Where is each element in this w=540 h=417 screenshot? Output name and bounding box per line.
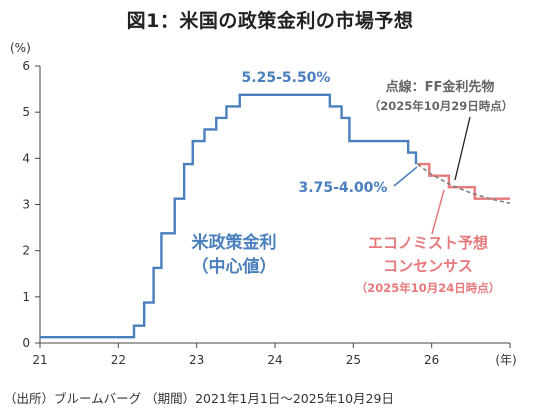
x-tick-label: 26 <box>424 353 439 367</box>
label-futures: 点線：FF金利先物 <box>386 79 495 95</box>
annotations: 5.25-5.50% 3.75-4.00% 米政策金利 （中心値） エコノミスト予想コン… <box>192 70 514 295</box>
label-policy-rate-sub: （中心値） <box>192 256 277 277</box>
series-line-2 <box>417 163 511 204</box>
x-tick-label: 22 <box>111 353 126 367</box>
series-line-0 <box>40 93 418 339</box>
y-tick-label: 3 <box>22 198 30 212</box>
label-policy-rate: 米政策金利 <box>192 232 277 253</box>
y-unit-label: (%) <box>10 41 31 55</box>
futures-leader <box>454 116 471 181</box>
series-line-1 <box>417 162 510 200</box>
x-tick-label: 23 <box>189 353 204 367</box>
y-tick-label: 5 <box>22 105 30 119</box>
label-consensus-sub: コンセンサス <box>383 257 473 275</box>
y-tick-label: 6 <box>22 59 30 73</box>
source-note: （出所）ブルームバーグ （期間）2021年1月1日～2025年10月29日 <box>4 391 394 406</box>
label-consensus-date: （2025年10月24日時点） <box>356 281 501 295</box>
y-tick-label: 1 <box>22 290 30 304</box>
series-layer <box>40 93 511 339</box>
annotation-current-leader <box>393 166 418 187</box>
label-consensus: エコノミスト予想 <box>368 234 488 252</box>
y-tick-label: 2 <box>22 244 30 258</box>
x-tick-label: 24 <box>267 353 282 367</box>
consensus-leader <box>431 189 445 235</box>
annotation-peak: 5.25-5.50% <box>242 70 331 86</box>
x-tick-label: 25 <box>346 353 361 367</box>
x-tick-label: 21 <box>32 353 47 367</box>
chart-title: 図1：米国の政策金利の市場予想 <box>126 10 414 32</box>
label-futures-date: （2025年10月29日時点） <box>369 99 514 113</box>
y-tick-label: 4 <box>22 151 30 165</box>
annotation-current: 3.75-4.00% <box>299 180 388 196</box>
y-tick-label: 0 <box>22 336 30 350</box>
x-unit-label: (年) <box>495 353 516 367</box>
